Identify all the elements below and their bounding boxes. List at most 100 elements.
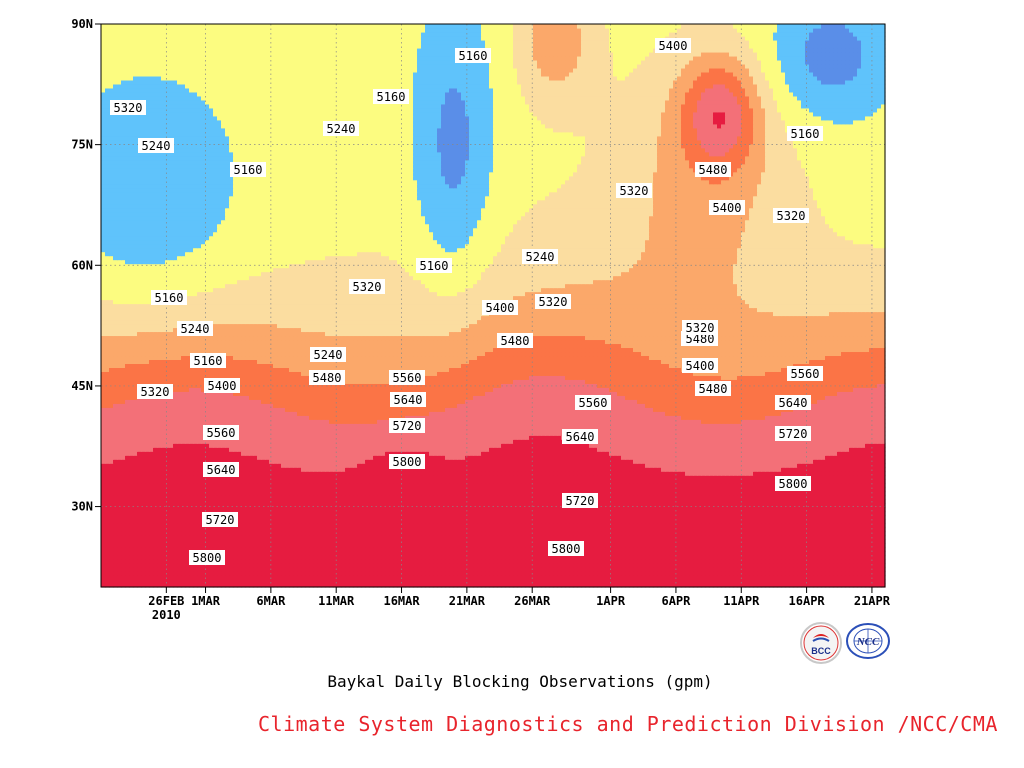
field-cell <box>549 511 554 516</box>
field-cell <box>445 547 450 552</box>
field-cell <box>853 551 858 556</box>
field-cell <box>525 527 530 532</box>
field-cell <box>481 551 486 556</box>
field-cell <box>525 491 530 496</box>
field-cell <box>349 551 354 556</box>
field-cell <box>697 563 702 568</box>
field-cell <box>829 507 834 512</box>
field-cell <box>873 487 878 492</box>
field-cell <box>141 543 146 548</box>
field-cell <box>221 503 226 508</box>
field-cell <box>865 579 870 584</box>
field-cell <box>165 519 170 524</box>
field-cell <box>505 571 510 576</box>
field-cell <box>713 519 718 524</box>
field-cell <box>161 499 166 504</box>
field-cell <box>833 487 838 492</box>
field-cell <box>525 499 530 504</box>
field-cell <box>673 531 678 536</box>
field-cell <box>581 531 586 536</box>
field-cell <box>861 571 866 576</box>
field-cell <box>469 495 474 500</box>
field-cell <box>517 527 522 532</box>
field-cell <box>685 555 690 560</box>
field-cell <box>793 555 798 560</box>
field-cell <box>161 531 166 536</box>
field-cell <box>629 491 634 496</box>
field-cell <box>841 535 846 540</box>
field-cell <box>465 571 470 576</box>
field-cell <box>701 571 706 576</box>
field-cell <box>489 527 494 532</box>
field-cell <box>325 563 330 568</box>
field-cell <box>305 559 310 564</box>
field-cell <box>285 515 290 520</box>
field-cell <box>693 535 698 540</box>
field-cell <box>837 519 842 524</box>
field-cell <box>469 499 474 504</box>
field-cell <box>313 507 318 512</box>
field-cell <box>141 503 146 508</box>
field-cell <box>633 575 638 580</box>
field-cell <box>289 503 294 508</box>
field-cell <box>373 515 378 520</box>
field-cell <box>761 523 766 528</box>
field-cell <box>557 499 562 504</box>
field-cell <box>485 535 490 540</box>
field-cell <box>785 547 790 552</box>
field-cell <box>717 495 722 500</box>
field-cell <box>153 559 158 564</box>
field-cell <box>493 491 498 496</box>
field-cell <box>877 539 882 544</box>
field-cell <box>805 547 810 552</box>
field-cell <box>381 559 386 564</box>
field-cell <box>449 571 454 576</box>
field-cell <box>649 543 654 548</box>
field-cell <box>437 551 442 556</box>
field-cell <box>357 551 362 556</box>
field-cell <box>365 495 370 500</box>
field-cell <box>753 555 758 560</box>
field-cell <box>817 499 822 504</box>
field-cell <box>537 527 542 532</box>
field-cell <box>537 507 542 512</box>
field-cell <box>349 515 354 520</box>
field-cell <box>141 527 146 532</box>
field-cell <box>829 515 834 520</box>
field-cell <box>817 579 822 584</box>
field-cell <box>165 499 170 504</box>
field-cell <box>425 531 430 536</box>
field-cell <box>637 575 642 580</box>
field-cell <box>453 531 458 536</box>
field-cell <box>813 551 818 556</box>
field-cell <box>481 515 486 520</box>
field-cell <box>649 555 654 560</box>
field-cell <box>617 555 622 560</box>
field-cell <box>469 575 474 580</box>
field-cell <box>645 515 650 520</box>
field-cell <box>341 503 346 508</box>
field-cell <box>421 579 426 584</box>
field-cell <box>513 559 518 564</box>
field-cell <box>457 551 462 556</box>
field-cell <box>229 503 234 508</box>
field-cell <box>417 507 422 512</box>
field-cell <box>793 523 798 528</box>
field-cell <box>709 571 714 576</box>
field-cell <box>661 567 666 572</box>
field-cell <box>625 487 630 492</box>
field-cell <box>845 567 850 572</box>
field-cell <box>765 571 770 576</box>
field-cell <box>673 519 678 524</box>
field-cell <box>493 579 498 584</box>
field-cell <box>721 507 726 512</box>
field-cell <box>705 551 710 556</box>
field-cell <box>869 515 874 520</box>
field-cell <box>629 575 634 580</box>
field-cell <box>385 511 390 516</box>
field-cell <box>161 535 166 540</box>
field-cell <box>713 491 718 496</box>
field-cell <box>437 495 442 500</box>
field-cell <box>121 527 126 532</box>
field-cell <box>117 511 122 516</box>
